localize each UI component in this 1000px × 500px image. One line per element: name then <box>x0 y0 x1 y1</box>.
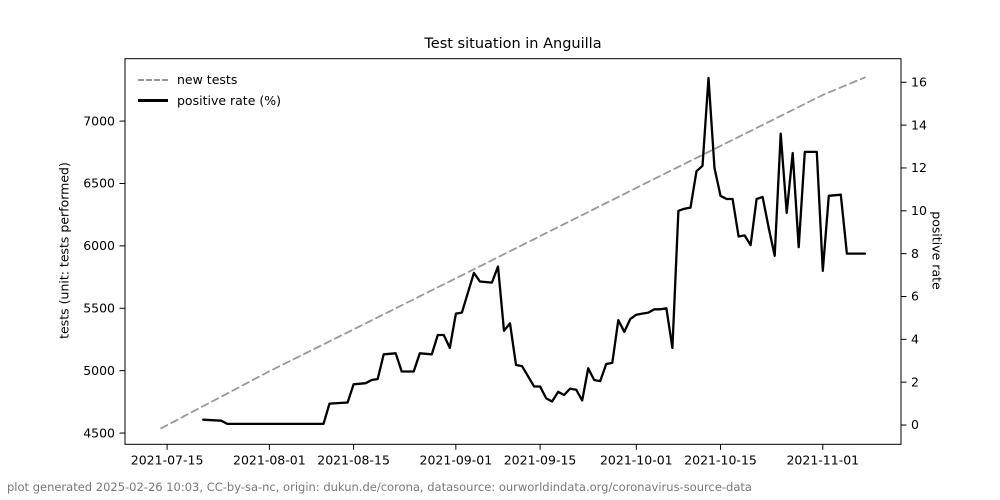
y-left-tick-label: 4500 <box>83 425 115 440</box>
y-right-tick-label: 14 <box>911 117 927 132</box>
dashed-line-swatch-icon <box>138 78 168 81</box>
footer-text: plot generated 2025-02-26 10:03, CC-by-s… <box>7 480 752 494</box>
right-axis-label: positive rate <box>929 211 945 290</box>
left-axis-label: tests (unit: tests performed) <box>56 162 72 339</box>
x-tick-label: 2021-09-01 <box>420 452 493 467</box>
legend-label-new-tests: new tests <box>177 72 238 87</box>
y-left-tick-label: 7000 <box>83 113 115 128</box>
x-tick-label: 2021-11-01 <box>786 452 859 467</box>
y-right-tick-label: 10 <box>911 203 927 218</box>
y-right-tick-label: 2 <box>911 374 919 389</box>
solid-line-swatch-icon <box>138 99 168 102</box>
y-right-tick-label: 8 <box>911 246 919 261</box>
x-tick-label: 2021-07-15 <box>131 452 204 467</box>
new-tests-line <box>160 76 866 430</box>
y-right-tick-label: 16 <box>911 74 927 89</box>
positive-rate-line <box>202 76 867 426</box>
legend-item-new-tests: new tests <box>138 69 281 90</box>
y-right-tick-label: 0 <box>911 417 919 432</box>
y-left-tick-label: 5500 <box>83 300 115 315</box>
legend-label-positive-rate: positive rate (%) <box>177 93 281 108</box>
y-right-tick-label: 12 <box>911 160 927 175</box>
x-tick-label: 2021-08-01 <box>233 452 306 467</box>
y-right-tick-label: 4 <box>911 332 919 347</box>
x-tick-label: 2021-10-15 <box>684 452 757 467</box>
y-left-tick-label: 5000 <box>83 363 115 378</box>
x-tick-label: 2021-08-15 <box>317 452 390 467</box>
x-tick-label: 2021-09-15 <box>504 452 577 467</box>
y-left-tick-label: 6500 <box>83 176 115 191</box>
chart-canvas: 2021-07-15 2021-08-01 2021-08-15 2021-09-01… <box>83 58 927 467</box>
y-left-tick-label: 6000 <box>83 238 115 253</box>
y-right-tick-label: 6 <box>911 289 919 304</box>
legend-item-positive-rate: positive rate (%) <box>138 90 281 111</box>
plot-border <box>124 58 902 445</box>
legend: new tests positive rate (%) <box>138 69 281 111</box>
chart-title: Test situation in Anguilla <box>424 36 602 52</box>
x-tick-label: 2021-10-01 <box>600 452 673 467</box>
